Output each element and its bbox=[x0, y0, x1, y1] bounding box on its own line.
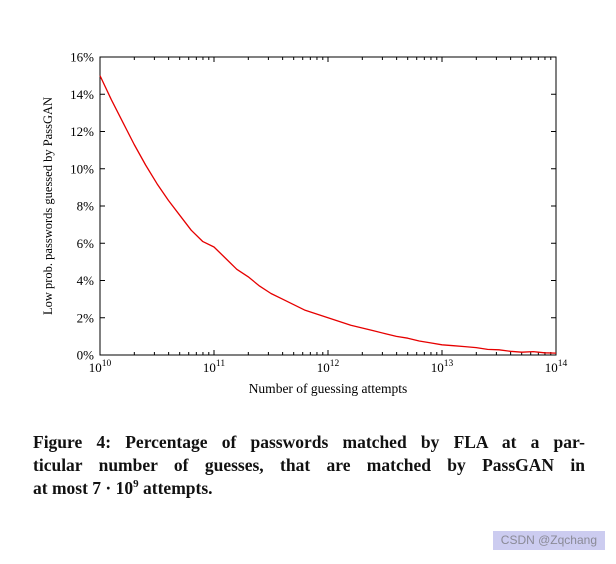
x-tick-label: 1014 bbox=[545, 359, 568, 375]
y-tick-label: 8% bbox=[77, 199, 95, 214]
y-tick-label: 16% bbox=[70, 50, 94, 65]
x-tick-label: 1013 bbox=[431, 359, 454, 375]
y-axis-label: Low prob. passwords guessed by PassGAN bbox=[41, 97, 55, 315]
watermark: CSDN @Zqchang bbox=[492, 531, 605, 550]
y-tick-label: 12% bbox=[70, 124, 94, 139]
caption-line-3-post: attempts. bbox=[138, 478, 213, 498]
figure-caption: Figure 4: Percentage of passwords matche… bbox=[33, 431, 585, 500]
y-tick-label: 4% bbox=[77, 273, 95, 288]
caption-line-1: Figure 4: Percentage of passwords matche… bbox=[33, 432, 585, 452]
caption-exponent: 9 bbox=[133, 478, 139, 491]
chart-area: 1010 1011 1012 1013 1014 0% 2% 4% 6% 8% 10% 12% 14% 1… bbox=[41, 50, 568, 397]
y-tick-label: 0% bbox=[77, 348, 95, 363]
x-tick-label: 1010 bbox=[89, 359, 112, 375]
y-tick-label: 14% bbox=[70, 87, 94, 102]
plot-border bbox=[99, 56, 557, 356]
x-tick-label: 1012 bbox=[317, 359, 340, 375]
caption-line-3: at most 7 · 109 attempts. bbox=[33, 477, 585, 500]
caption-line-3-pre: at most 7 · 10 bbox=[33, 478, 134, 498]
chart: 1010 1011 1012 1013 1014 0% 2% 4% 6% 8% 10% 12% 14% 1… bbox=[41, 50, 568, 397]
caption-line-2: ticular number of guesses, that are matc… bbox=[33, 455, 585, 475]
y-tick-label: 10% bbox=[70, 161, 94, 176]
data-line bbox=[99, 75, 557, 354]
y-tick-label: 2% bbox=[77, 310, 95, 325]
x-tick-label: 1011 bbox=[203, 359, 225, 375]
x-axis-label: Number of guessing attempts bbox=[249, 381, 408, 396]
y-tick-label: 6% bbox=[77, 236, 95, 251]
